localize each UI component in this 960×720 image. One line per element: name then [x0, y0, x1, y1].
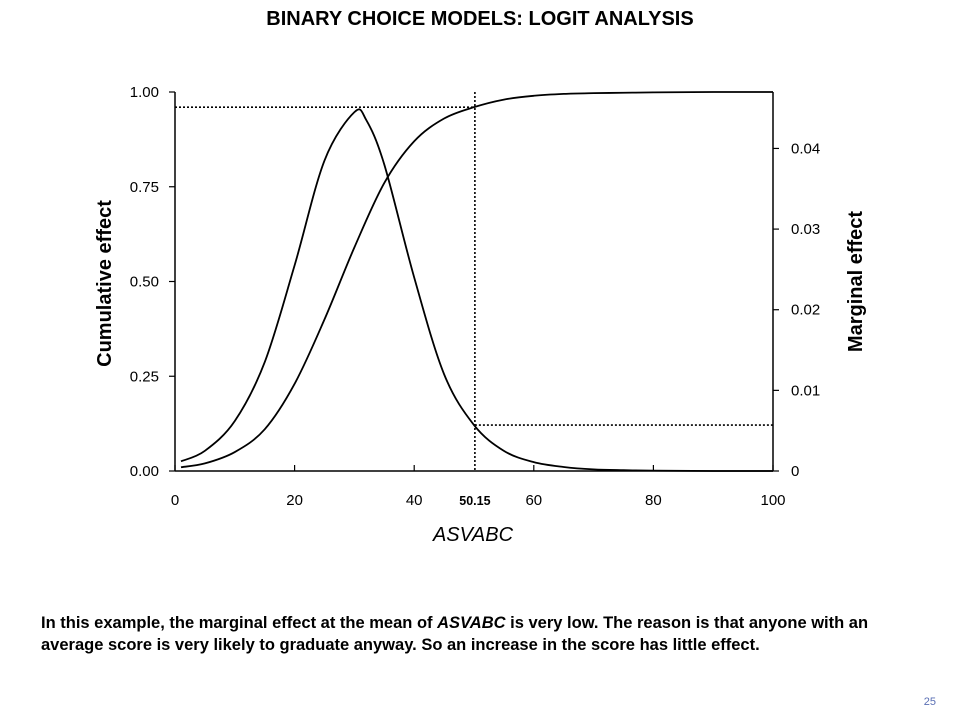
- chart-curves: [180, 91, 774, 472]
- y-right-tick-label: 0.04: [791, 140, 820, 157]
- x-tick-label: 40: [406, 492, 423, 509]
- y-right-tick-label: 0.01: [791, 382, 820, 399]
- page-number: 25: [923, 696, 936, 708]
- x-tick-label: 60: [525, 492, 542, 509]
- y-left-tick-label: 1.00: [130, 84, 159, 101]
- y-right-tick-label: 0.03: [791, 221, 820, 238]
- x-tick-label: 0: [171, 492, 179, 509]
- chart-axes: [169, 91, 779, 472]
- x-tick-label: 80: [645, 492, 662, 509]
- reference-lines: [175, 92, 773, 471]
- y-left-tick-label: 0.75: [130, 179, 159, 196]
- y-left-tick-label: 0.50: [130, 274, 159, 291]
- y-right-tick-label: 0.02: [791, 302, 820, 319]
- caption-part: is very low. The reason is that anyone w…: [41, 614, 869, 654]
- x-axis-title: ASVABC: [432, 524, 514, 546]
- caption-part-italic: ASVABC: [437, 614, 506, 632]
- marginal-effect-curve: [180, 108, 774, 472]
- mean-label: 50.15: [459, 494, 490, 508]
- caption-part: In this example, the marginal effect at …: [41, 614, 438, 632]
- y-right-tick-label: 0: [791, 463, 799, 480]
- x-tick-label: 100: [760, 492, 785, 509]
- chart-labels: 0 20 40 60 80 100 0.00 0.25 0.50 0.75 1.00 0 0.01 0.0…: [94, 84, 867, 546]
- y-left-tick-label: 0.25: [130, 368, 159, 385]
- y-right-axis-title: Marginal effect: [845, 211, 867, 352]
- logit-chart: 0 20 40 60 80 100 0.00 0.25 0.50 0.75 1.00 0 0.01 0.0…: [94, 84, 867, 546]
- y-left-tick-label: 0.00: [130, 463, 159, 480]
- slide-title: BINARY CHOICE MODELS: LOGIT ANALYSIS: [266, 8, 694, 30]
- caption-text: In this example, the marginal effect at …: [41, 612, 921, 656]
- y-left-axis-title: Cumulative effect: [94, 200, 116, 367]
- x-tick-label: 20: [286, 492, 303, 509]
- cumulative-effect-curve: [180, 91, 774, 469]
